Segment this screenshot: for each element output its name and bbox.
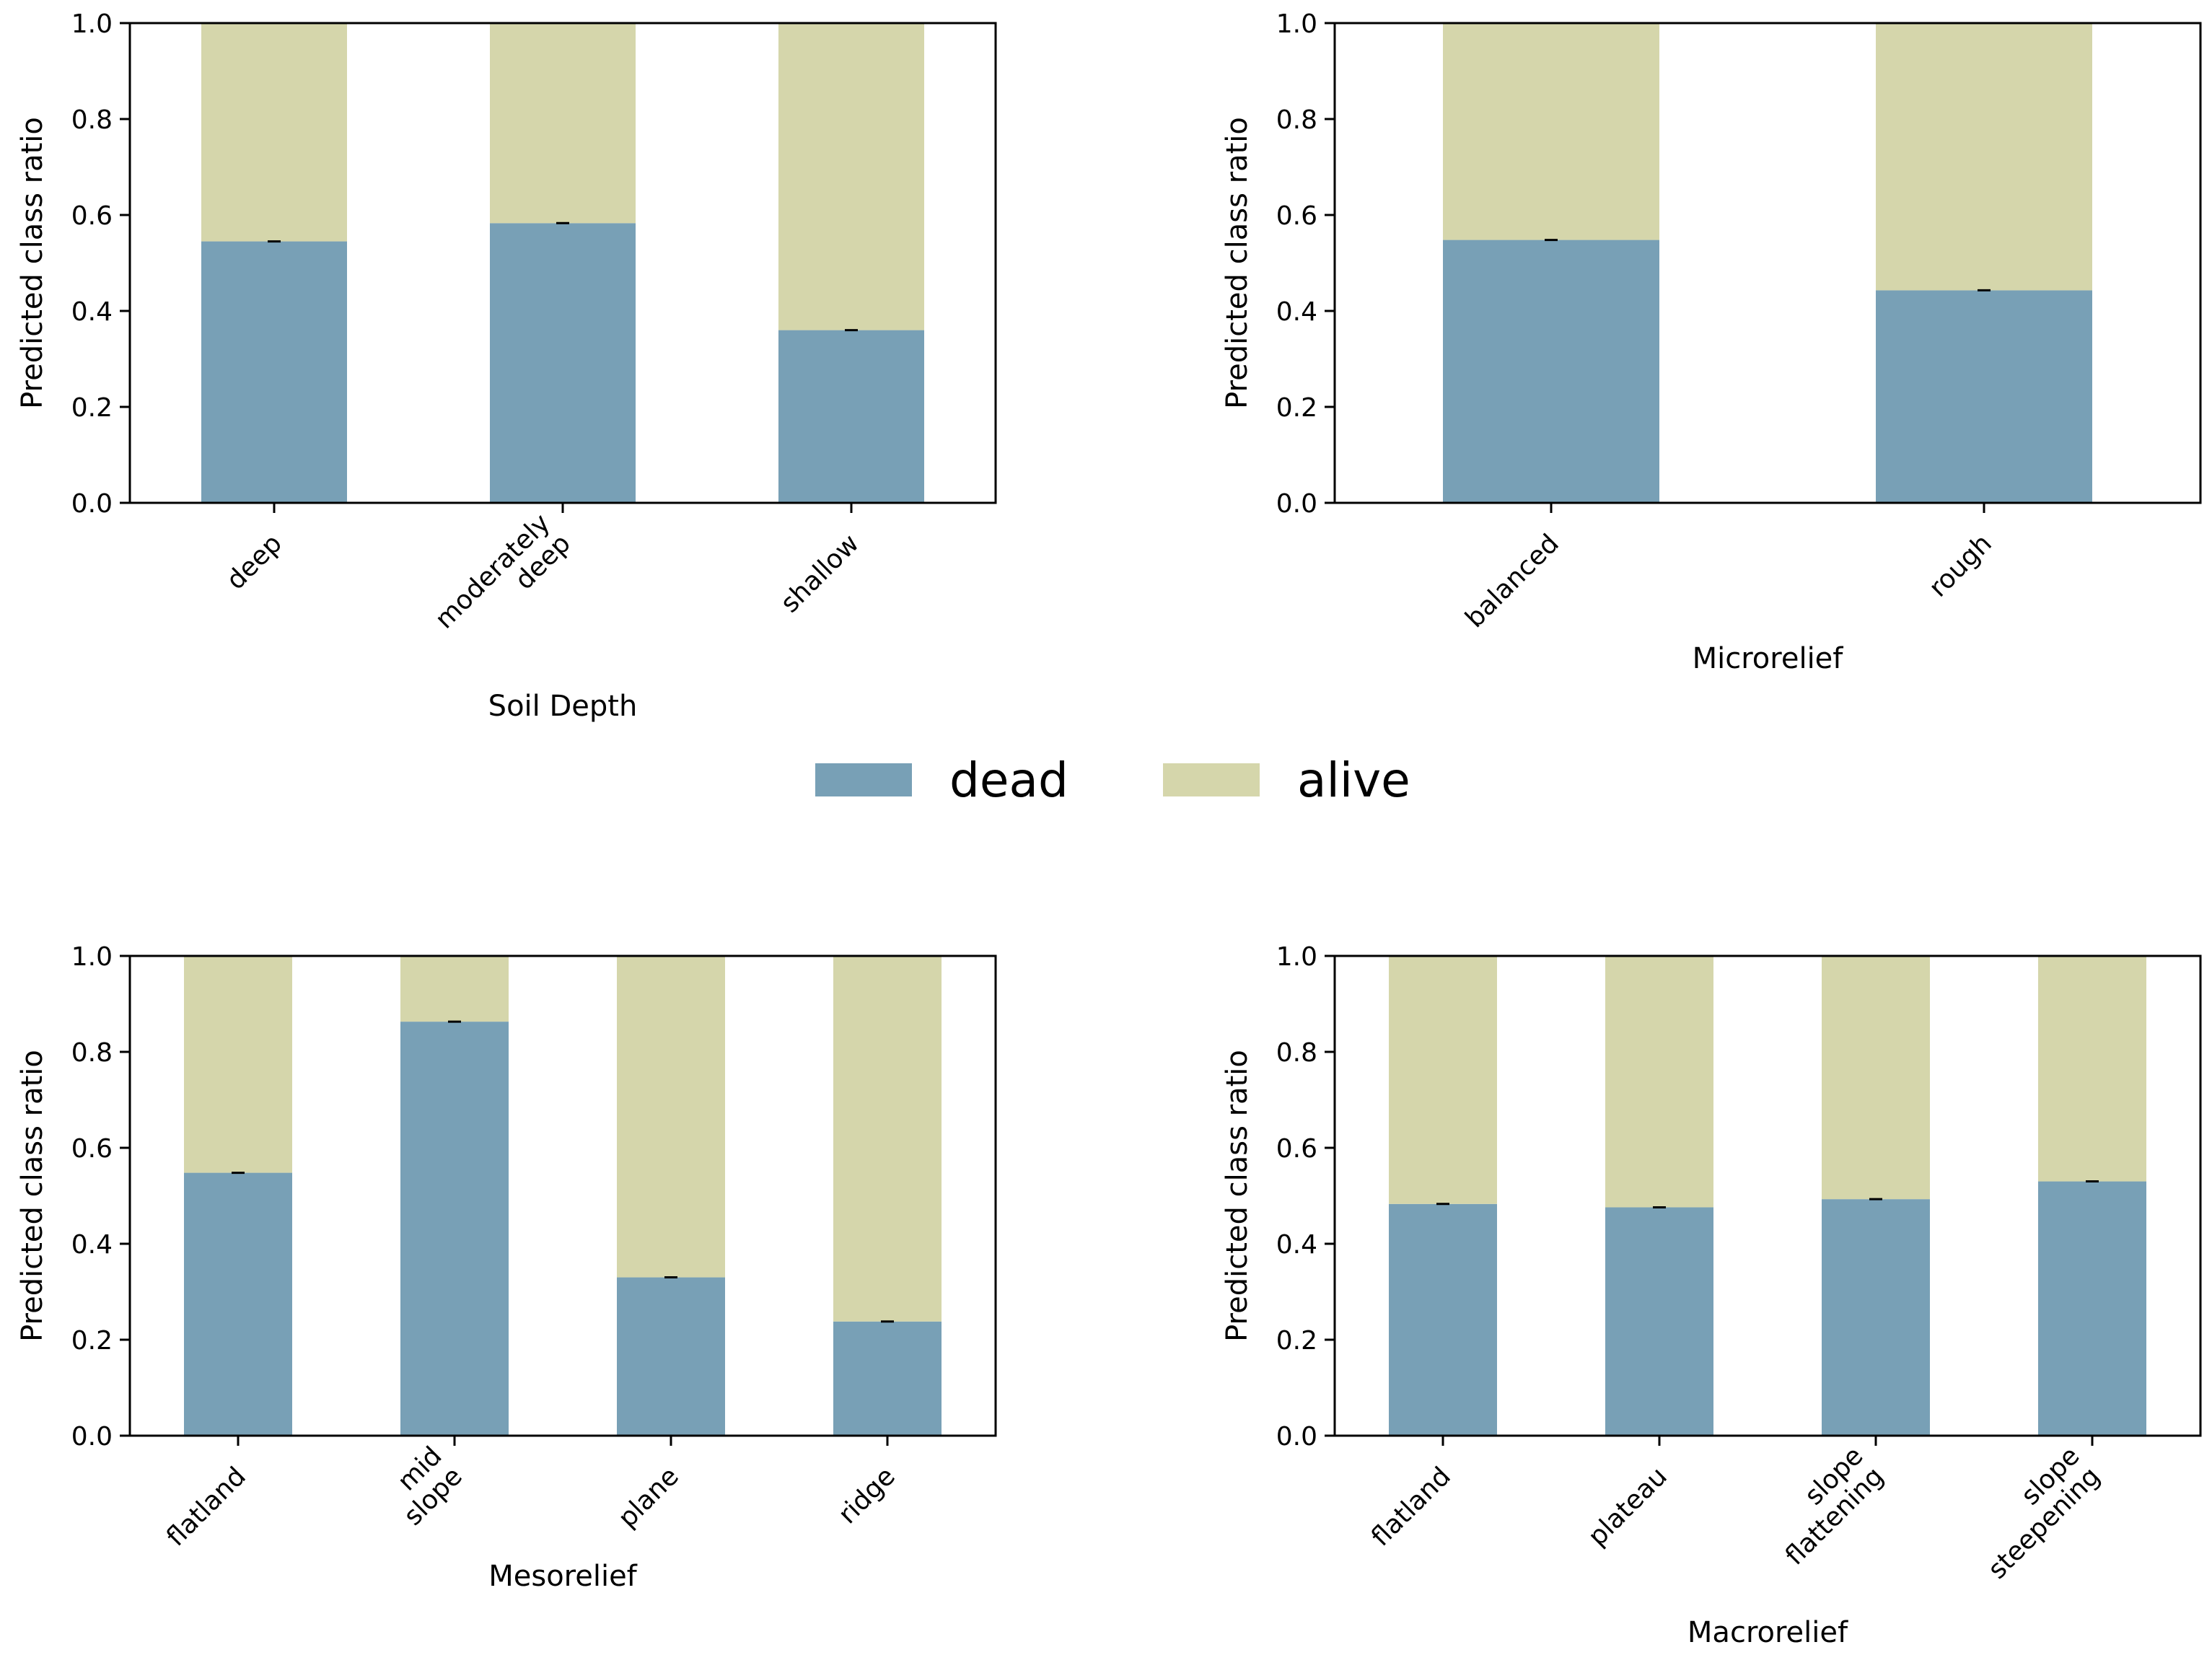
bar-dead-2 xyxy=(1822,1199,1930,1436)
x-tick-label-0: flatland xyxy=(161,1462,252,1553)
y-tick-label-3: 0.6 xyxy=(71,1134,113,1164)
axes-frame xyxy=(1333,954,2202,1437)
x-axis-title: Macrorelief xyxy=(1687,1616,1848,1649)
bar-alive-2 xyxy=(617,956,725,1278)
y-tick-label-4: 0.8 xyxy=(71,105,113,135)
x-tick-label-0: flatland xyxy=(1366,1462,1457,1553)
y-tick-label-3: 0.6 xyxy=(1276,1134,1317,1164)
x-tick-label-0: deep xyxy=(221,529,288,596)
y-tick-label-4: 0.8 xyxy=(71,1038,113,1068)
y-tick-label-4: 0.8 xyxy=(1276,105,1317,135)
x-tick-label-line: plane xyxy=(613,1462,685,1534)
x-tick-label-line: flatland xyxy=(161,1462,252,1553)
y-tick-label-3: 0.6 xyxy=(71,201,113,231)
x-tick-label-line: shallow xyxy=(775,529,865,619)
bar-dead-1 xyxy=(1876,290,2092,503)
x-tick-label-line: ridge xyxy=(833,1462,901,1530)
bar-dead-1 xyxy=(1605,1207,1713,1436)
y-tick-label-1: 0.2 xyxy=(71,1326,113,1356)
legend-swatch-alive xyxy=(1163,763,1260,796)
bar-alive-0 xyxy=(201,23,347,242)
bar-alive-2 xyxy=(778,23,924,330)
x-tick-label-2: slopeflattening xyxy=(1760,1441,1890,1571)
x-axis-title: Microrelief xyxy=(1693,642,1844,675)
y-tick-label-0: 0.0 xyxy=(1276,489,1317,519)
bar-dead-0 xyxy=(1389,1203,1497,1436)
y-axis-title: Predicted class ratio xyxy=(1221,117,1254,409)
x-tick-label-3: ridge xyxy=(833,1462,901,1530)
bar-alive-0 xyxy=(1389,956,1497,1204)
bar-dead-2 xyxy=(617,1277,725,1436)
x-axis-title: Soil Depth xyxy=(488,690,638,723)
x-tick-label-line: deep xyxy=(221,529,288,596)
bar-dead-0 xyxy=(1443,240,1659,503)
x-tick-label-1: moderatelydeep xyxy=(430,509,576,655)
bar-dead-0 xyxy=(201,241,347,503)
bar-dead-3 xyxy=(2038,1181,2146,1436)
x-tick-label-3: slopesteepening xyxy=(1962,1441,2106,1585)
legend: dead alive xyxy=(815,752,1410,808)
x-tick-label-line: plateau xyxy=(1583,1462,1673,1552)
x-tick-label-line: balanced xyxy=(1460,529,1564,633)
x-tick-label-2: shallow xyxy=(775,529,865,619)
bar-dead-1 xyxy=(400,1022,509,1436)
bar-alive-0 xyxy=(1443,23,1659,240)
subplot-soil-depth: deep moderatelydeep shallow 0.0 0.2 0.4 0.6 0.8… xyxy=(16,9,997,723)
bar-alive-1 xyxy=(490,23,636,224)
y-tick-label-2: 0.4 xyxy=(1276,297,1317,327)
bar-dead-1 xyxy=(490,223,636,503)
y-tick-label-2: 0.4 xyxy=(71,1230,113,1260)
x-axis-title: Mesorelief xyxy=(488,1560,637,1593)
axes-frame xyxy=(1333,22,2202,504)
bar-alive-3 xyxy=(2038,956,2146,1182)
y-tick-label-0: 0.0 xyxy=(71,1422,113,1452)
bar-dead-2 xyxy=(778,330,924,503)
y-tick-label-5: 1.0 xyxy=(71,9,113,39)
subplot-mesorelief: flatland midslope plane ridge 0.0 0.2 0.4 0.6 0.… xyxy=(16,942,997,1593)
bar-dead-0 xyxy=(184,1172,292,1436)
x-tick-label-line: rough xyxy=(1923,529,1998,603)
y-tick-label-4: 0.8 xyxy=(1276,1038,1317,1068)
axes-frame xyxy=(128,954,997,1437)
x-tick-label-0: balanced xyxy=(1460,529,1564,633)
x-tick-label-1: rough xyxy=(1923,529,1998,603)
y-tick-label-1: 0.2 xyxy=(71,393,113,423)
y-tick-label-2: 0.4 xyxy=(1276,1230,1317,1260)
y-tick-label-3: 0.6 xyxy=(1276,201,1317,231)
legend-swatch-dead xyxy=(815,763,912,796)
x-tick-label-2: plane xyxy=(613,1462,685,1534)
bar-dead-3 xyxy=(833,1321,942,1436)
bar-alive-1 xyxy=(400,956,509,1022)
bar-alive-1 xyxy=(1605,956,1713,1208)
y-tick-label-5: 1.0 xyxy=(71,942,113,972)
y-tick-label-2: 0.4 xyxy=(71,297,113,327)
bar-alive-3 xyxy=(833,956,942,1322)
axes-frame xyxy=(128,22,997,504)
subplot-microrelief: balanced rough 0.0 0.2 0.4 0.6 0.8 1.0 Predicted… xyxy=(1221,9,2202,675)
y-axis-title: Predicted class ratio xyxy=(16,1050,49,1342)
x-tick-label-1: midslope xyxy=(378,1441,468,1532)
legend-label-dead: dead xyxy=(949,752,1068,808)
y-tick-label-0: 0.0 xyxy=(1276,1422,1317,1452)
bar-alive-0 xyxy=(184,956,292,1173)
y-tick-label-5: 1.0 xyxy=(1276,942,1317,972)
subplot-macrorelief: flatland plateau slopeflattening slopesteep… xyxy=(1221,942,2202,1649)
x-tick-label-line: flatland xyxy=(1366,1462,1457,1553)
x-tick-label-1: plateau xyxy=(1583,1462,1673,1552)
bar-alive-1 xyxy=(1876,23,2092,291)
y-axis-title: Predicted class ratio xyxy=(1221,1050,1254,1342)
bar-alive-2 xyxy=(1822,956,1930,1200)
y-tick-label-1: 0.2 xyxy=(1276,1326,1317,1356)
y-axis-title: Predicted class ratio xyxy=(16,117,49,409)
y-tick-label-0: 0.0 xyxy=(71,489,113,519)
y-tick-label-5: 1.0 xyxy=(1276,9,1317,39)
legend-label-alive: alive xyxy=(1297,752,1410,808)
y-tick-label-1: 0.2 xyxy=(1276,393,1317,423)
